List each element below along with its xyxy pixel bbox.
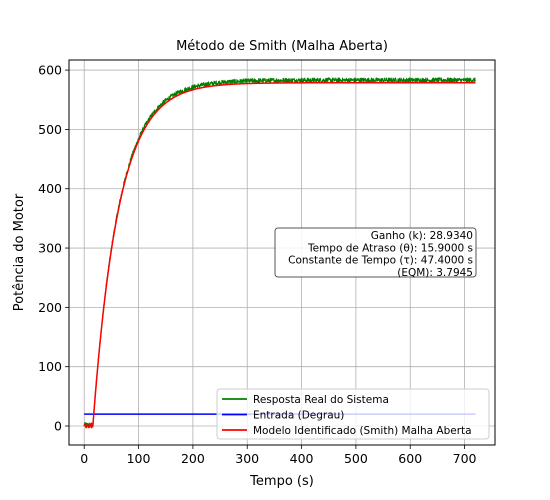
legend-label: Entrada (Degrau) <box>253 410 344 422</box>
y-tick-label: 0 <box>54 419 62 434</box>
x-tick-label: 300 <box>235 451 259 466</box>
chart-title: Método de Smith (Malha Aberta) <box>176 39 388 54</box>
legend-label: Resposta Real do Sistema <box>253 394 389 406</box>
x-axis-label: Tempo (s) <box>249 474 314 489</box>
annotation-frame <box>274 227 477 278</box>
y-tick-label: 400 <box>38 181 62 196</box>
x-tick-label: 600 <box>398 451 422 466</box>
x-tick-label: 500 <box>344 451 368 466</box>
legend-label: Modelo Identificado (Smith) Malha Aberta <box>253 425 472 437</box>
ticks: 0 100 200 300 400 500 600 700 0 100 200 300 400 500 60… <box>38 63 476 466</box>
y-tick-label: 600 <box>38 63 62 78</box>
series-line-3 <box>83 81 476 429</box>
legend-frame <box>216 388 490 440</box>
annotation-line: Constante de Tempo (τ): 47.4000 s <box>288 255 473 267</box>
y-tick-label: 100 <box>38 359 62 374</box>
x-tick-label: 100 <box>127 451 151 466</box>
y-axis-label: Potência do Motor <box>12 193 27 311</box>
annotation-line: Ganho (k): 28.9340 <box>371 230 473 242</box>
y-tick-label: 500 <box>38 122 62 137</box>
x-tick-label: 700 <box>453 451 477 466</box>
y-tick-label: 300 <box>38 241 62 256</box>
x-tick-label: 400 <box>290 451 314 466</box>
annotation-line: (EQM): 3.7945 <box>397 267 473 279</box>
x-tick-label: 0 <box>80 451 88 466</box>
legend: Resposta Real do Sistema Entrada (Degrau)… <box>216 388 490 440</box>
annotation-line: Tempo de Atraso (θ): 15.9000 s <box>307 242 473 254</box>
plot-frame <box>68 59 496 446</box>
y-tick-label: 200 <box>38 300 62 315</box>
x-tick-label: 200 <box>181 451 205 466</box>
